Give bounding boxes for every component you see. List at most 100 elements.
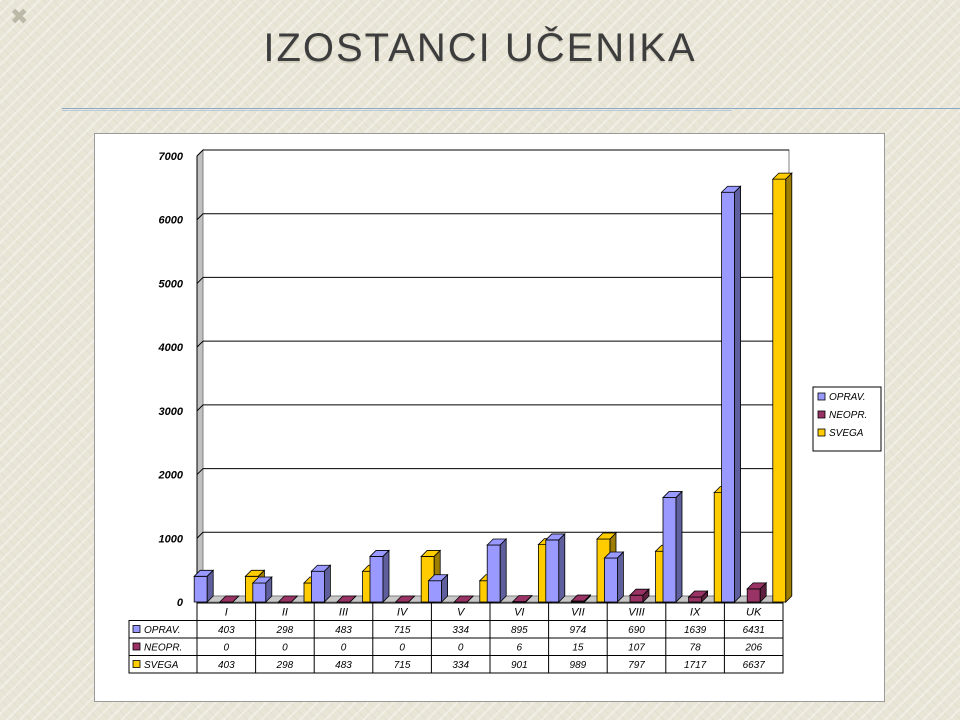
data-label: 334 [452, 660, 469, 671]
plot-area [202, 149, 790, 597]
x-tick-label: III [339, 607, 348, 619]
legend-label: SVEGA [829, 428, 864, 439]
data-label: 901 [511, 660, 528, 671]
bar-oprav-vi [486, 544, 501, 603]
x-tick-label: IX [690, 607, 701, 619]
legend-key [817, 428, 826, 437]
legend-label: OPRAV. [829, 392, 866, 403]
y-tick-label: 3000 [159, 406, 184, 418]
bar-oprav-vii [545, 539, 560, 603]
data-label: 334 [452, 625, 469, 636]
bar-oprav-v [428, 580, 443, 603]
gridline-diag [196, 277, 204, 284]
data-label: 1639 [684, 625, 707, 636]
bar-side [466, 595, 474, 603]
data-label: 403 [218, 660, 235, 671]
x-tick-label: VII [571, 607, 584, 619]
data-label: 0 [224, 643, 230, 654]
data-label: 1717 [684, 660, 707, 671]
slide-corner-mark: ✖ [10, 4, 29, 29]
y-tick-label: 4000 [158, 342, 184, 354]
bar-side [785, 172, 793, 603]
data-label: 6637 [743, 660, 766, 671]
bar-side [408, 595, 415, 603]
x-tick-label: IV [397, 607, 409, 619]
gridline-diag [196, 340, 204, 348]
gridline-diag [196, 213, 204, 221]
y-tick-label: 6000 [159, 215, 184, 227]
bar-side [583, 594, 591, 603]
bar-side [499, 538, 507, 603]
data-label: 483 [335, 625, 352, 636]
table-series-label: NEOPR. [144, 643, 182, 654]
bar-side [349, 595, 357, 603]
bar-oprav-viii [603, 557, 618, 603]
table-legend-key [132, 642, 141, 651]
title-divider [62, 108, 960, 109]
data-label: 298 [276, 625, 294, 636]
data-label: 974 [570, 625, 587, 636]
bar-side [232, 595, 240, 603]
chart-side-wall [196, 148, 204, 604]
data-label: 403 [218, 625, 235, 636]
data-label: 715 [394, 660, 411, 671]
data-label: 206 [744, 643, 762, 654]
bar-oprav-ix [662, 497, 677, 603]
data-label: 107 [628, 643, 645, 654]
bar-side [701, 590, 708, 603]
title-divider-accent [62, 110, 732, 111]
data-label: 6431 [743, 625, 765, 636]
y-tick-label: 2000 [158, 470, 184, 482]
data-table [128, 620, 784, 674]
y-tick-label: 5000 [159, 278, 184, 290]
bar-oprav-iv [369, 556, 384, 603]
slide-title: IZOSTANCI UČENIKA [263, 26, 697, 70]
legend-key [817, 410, 826, 419]
table-series-label: SVEGA [144, 660, 179, 671]
bar-side [525, 594, 533, 603]
bar-side [291, 595, 298, 603]
bar-side [265, 576, 273, 603]
y-tick-label: 7000 [159, 151, 184, 163]
bar-side [734, 185, 741, 603]
data-label: 895 [511, 625, 528, 636]
data-label: 715 [394, 625, 411, 636]
x-tick-label: VI [514, 607, 524, 619]
data-label: 0 [341, 643, 347, 654]
data-label: 797 [628, 660, 645, 671]
x-tick-label: UK [746, 607, 762, 619]
chart-container: 0 1000 2000 3000 4000 5000 6000 7000 I II III IV V VI… [94, 133, 885, 702]
bar-side [675, 490, 683, 603]
x-tick-label: VIII [628, 607, 645, 619]
bar-side [382, 549, 390, 603]
data-label: 15 [572, 643, 584, 654]
bar-neopr-viii [629, 594, 644, 603]
data-label: 690 [628, 625, 645, 636]
y-tick-label: 1000 [159, 533, 184, 545]
bar-oprav-ii [252, 582, 267, 603]
gridline-diag [196, 404, 204, 412]
bar-side [558, 532, 566, 603]
legend-key [817, 392, 826, 401]
table-series-label: OPRAV. [144, 625, 181, 636]
table-legend-key [132, 625, 141, 633]
bar-oprav-uk [721, 191, 735, 603]
bar-side [642, 588, 650, 603]
data-label: 0 [399, 643, 405, 654]
data-label: 0 [282, 643, 288, 654]
bar-neopr-ix [688, 596, 702, 603]
data-label: 6 [517, 643, 523, 654]
bar-svega-uk [772, 178, 787, 603]
legend-label: NEOPR. [829, 410, 867, 421]
data-label: 483 [335, 660, 352, 671]
bar-side [441, 573, 449, 603]
bar-side [617, 551, 624, 603]
gridline-diag [196, 468, 204, 475]
table-legend-key [132, 660, 141, 668]
data-label: 298 [276, 660, 294, 671]
gridline-diag [196, 531, 204, 539]
bar-oprav-i [193, 575, 208, 603]
x-tick-label: V [457, 607, 466, 619]
x-tick-label: I [225, 607, 228, 619]
